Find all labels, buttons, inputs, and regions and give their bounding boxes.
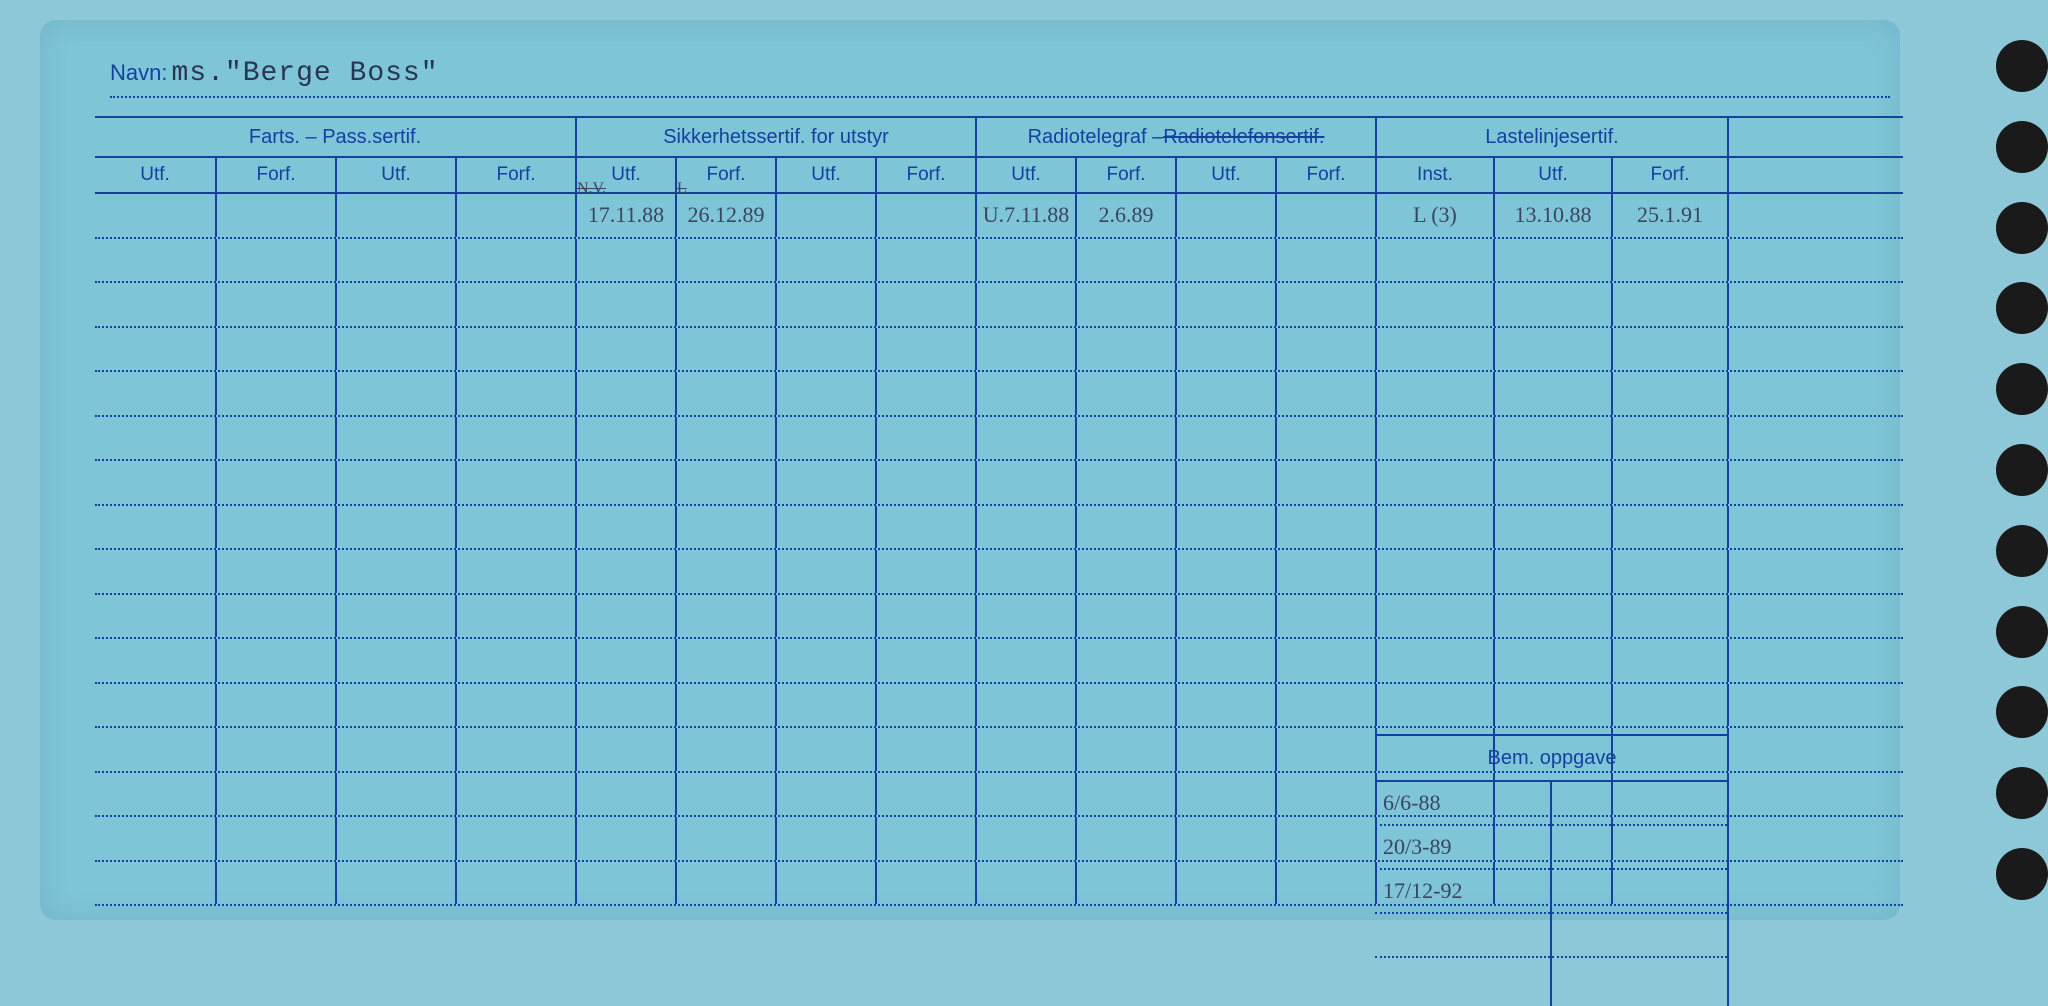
col-forf: Forf. [675,158,775,192]
col-utf: Utf. [335,158,455,192]
col-forf: Forf. [215,158,335,192]
hole-icon [1996,282,2048,334]
hole-icon [1996,606,2048,658]
data-row [95,372,1903,417]
bem-entry: 17/12-92 [1375,870,1550,914]
col-forf: Forf. [1611,158,1729,192]
group-radio: Radiotelegraf – Radiotelefonsertif. [975,118,1375,156]
bem-entry [1552,826,1727,870]
cell: 17.11.88 [575,194,675,237]
cell: 25.1.91 [1611,194,1729,237]
data-row [95,595,1903,640]
group-radio-prefix: Radiotelegraf – [1028,126,1164,149]
col-utf: Utf. [1493,158,1611,192]
bem-entry [1552,782,1727,826]
cell [335,194,455,237]
column-header-row: Utf. Forf. Utf. Forf. Utf. Forf. Utf. Fo… [95,156,1903,194]
bem-col-2 [1550,782,1729,1006]
col-utf: Utf. [975,158,1075,192]
hole-icon [1996,121,2048,173]
hole-icon [1996,202,2048,254]
index-card: Navn: ms."Berge Boss" Farts. – Pass.sert… [40,20,1900,920]
bem-entry [1375,914,1550,958]
col-inst: Inst. [1375,158,1493,192]
bem-entry [1552,914,1727,958]
col-forf: Forf. [455,158,575,192]
data-row [95,239,1903,284]
bem-entry: 6/6-88 [1375,782,1550,826]
col-utf: Utf. [1175,158,1275,192]
group-lastelinje: Lastelinjesertif. [1375,118,1729,156]
col-forf: Forf. [1075,158,1175,192]
data-row [95,639,1903,684]
navn-value: ms."Berge Boss" [171,58,438,89]
cell [95,194,215,237]
group-sikkerhet: Sikkerhetssertif. for utstyr [575,118,975,156]
cell [455,194,575,237]
data-row [95,461,1903,506]
col-utf: Utf. [95,158,215,192]
cell [775,194,875,237]
cell: 26.12.89 [675,194,775,237]
col-forf: Forf. [875,158,975,192]
navn-row: Navn: ms."Berge Boss" [110,58,1890,98]
data-row: 17.11.88 26.12.89 U.7.11.88 2.6.89 L (3)… [95,194,1903,239]
data-row [95,328,1903,373]
hole-icon [1996,363,2048,415]
hole-icon [1996,444,2048,496]
hole-icon [1996,686,2048,738]
bem-entry [1552,870,1727,914]
cell [215,194,335,237]
data-row [95,684,1903,729]
cell: 2.6.89 [1075,194,1175,237]
bem-header: Bem. oppgave [1375,736,1729,782]
hole-icon [1996,767,2048,819]
cell [1275,194,1375,237]
cell [875,194,975,237]
group-farts: Farts. – Pass.sertif. [95,118,575,156]
data-row [95,417,1903,462]
cell [1175,194,1275,237]
bem-col-1: 6/6-88 20/3-89 17/12-92 [1375,782,1550,1006]
data-row [95,550,1903,595]
hole-icon [1996,848,2048,900]
col-forf: Forf. [1275,158,1375,192]
cell: 13.10.88 [1493,194,1611,237]
certificate-grid: Farts. – Pass.sertif. Sikkerhetssertif. … [95,116,1903,906]
cell: U.7.11.88 [975,194,1075,237]
bem-entry: 20/3-89 [1375,826,1550,870]
group-header-row: Farts. – Pass.sertif. Sikkerhetssertif. … [95,116,1903,156]
hole-icon [1996,40,2048,92]
bem-body: 6/6-88 20/3-89 17/12-92 [1375,782,1729,1006]
binder-holes [1948,40,2048,900]
cell: L (3) [1375,194,1493,237]
hole-icon [1996,525,2048,577]
bem-oppgave-section: Bem. oppgave 6/6-88 20/3-89 17/12-92 [1375,734,1729,1004]
col-utf: Utf. [775,158,875,192]
group-radio-strike: Radiotelefonsertif. [1163,126,1324,149]
data-row [95,283,1903,328]
data-row [95,506,1903,551]
navn-label: Navn: [110,60,167,86]
